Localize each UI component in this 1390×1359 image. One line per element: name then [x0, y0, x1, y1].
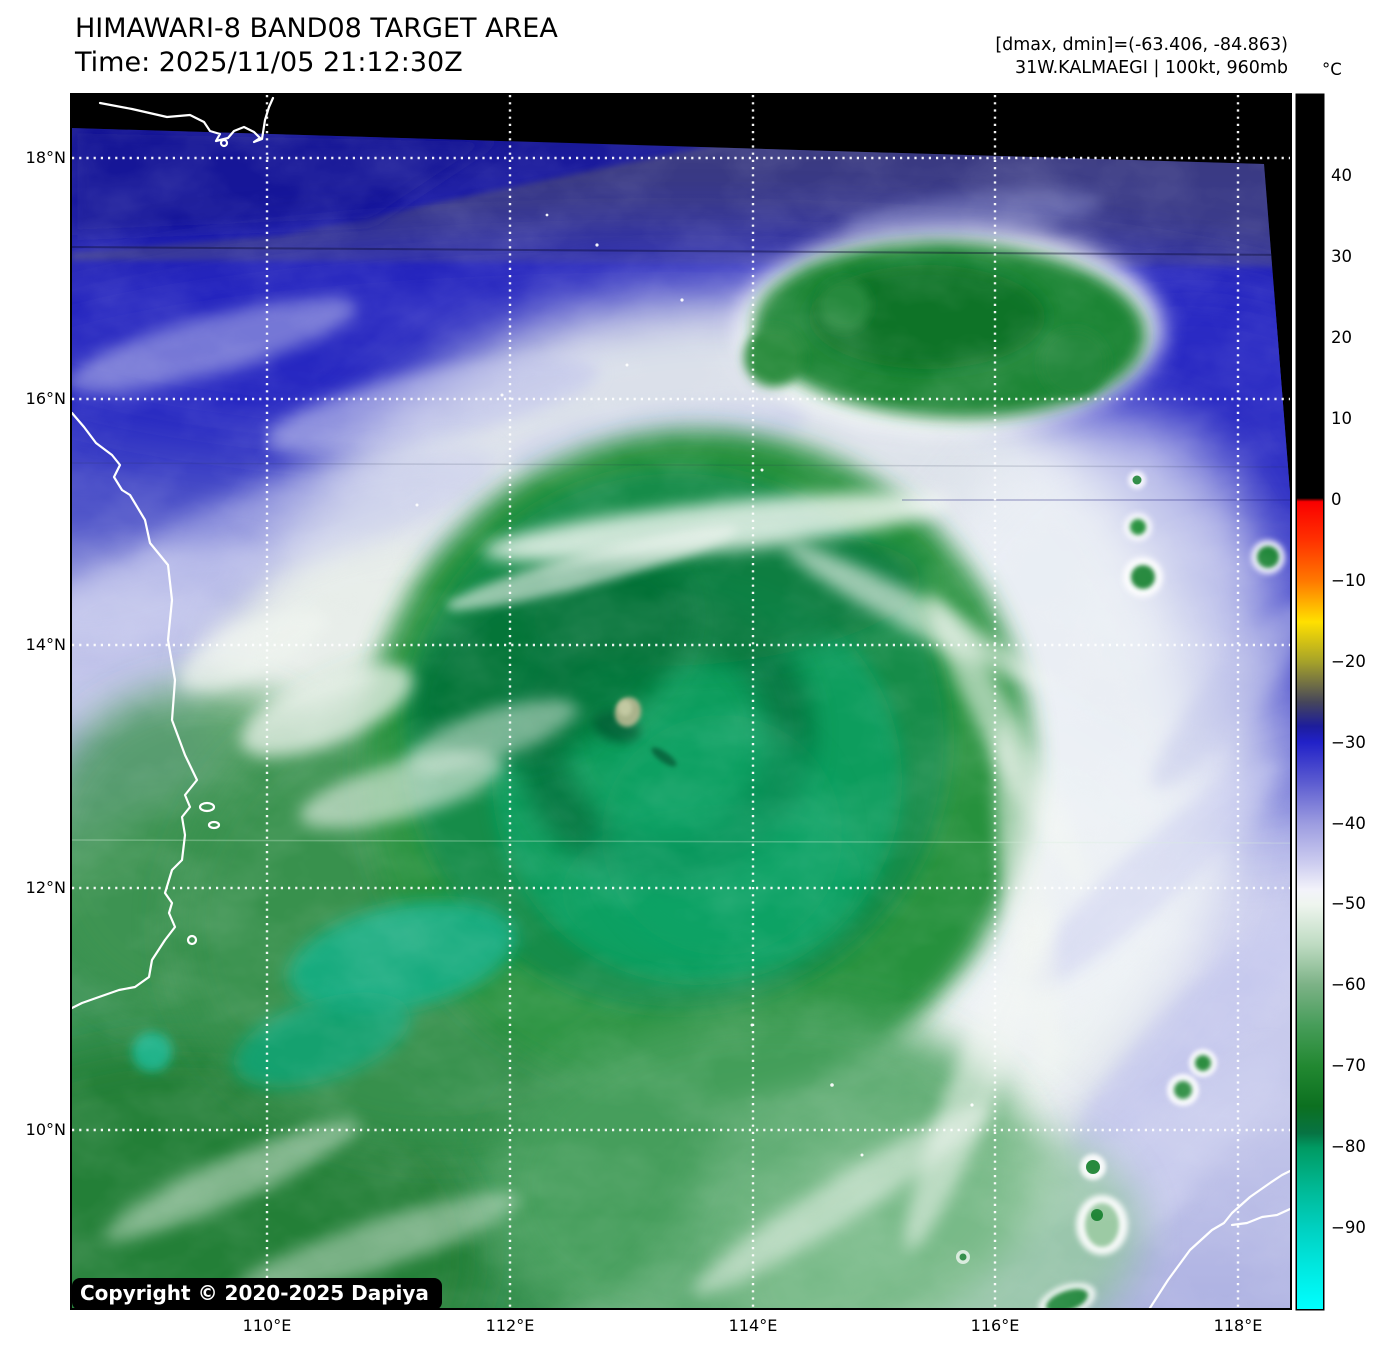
- lon-tick-label: 116°E: [970, 1316, 1020, 1335]
- colorbar-tick: −80: [1331, 1137, 1366, 1156]
- copyright-badge: Copyright © 2020-2025 Dapiya: [72, 1278, 442, 1310]
- lat-tick-label: 16°N: [25, 389, 66, 408]
- dmax-dmin-label: [dmax, dmin]=(-63.406, -84.863): [995, 35, 1288, 55]
- colorbar-tick: −30: [1331, 733, 1366, 752]
- storm-info-label: 31W.KALMAEGI | 100kt, 960mb: [1015, 58, 1288, 78]
- colorbar-tick: −70: [1331, 1056, 1366, 1075]
- page-title: HIMAWARI-8 BAND08 TARGET AREA: [75, 13, 558, 44]
- time-label: Time: 2025/11/05 21:12:30Z: [75, 47, 463, 78]
- colorbar-tick: 30: [1331, 247, 1352, 266]
- stats-block: [dmax, dmin]=(-63.406, -84.863) 31W.KALM…: [995, 34, 1288, 80]
- colorbar-tick: 10: [1331, 409, 1352, 428]
- lon-tick-label: 114°E: [728, 1316, 778, 1335]
- colorbar-tick: −50: [1331, 894, 1366, 913]
- coastlines: [72, 96, 1290, 1308]
- satellite-imagery-art: [72, 95, 1290, 1308]
- lat-tick-label: 18°N: [25, 148, 66, 167]
- lon-tick-label: 112°E: [485, 1316, 535, 1335]
- lat-tick-label: 10°N: [25, 1120, 66, 1139]
- lon-tick-label: 110°E: [242, 1316, 292, 1335]
- satellite-map: [72, 95, 1290, 1308]
- colorbar: [1297, 95, 1323, 1309]
- colorbar-tick: −90: [1331, 1218, 1366, 1237]
- colorbar-tick: −60: [1331, 975, 1366, 994]
- colorbar-tick: −40: [1331, 814, 1366, 833]
- colorbar-tick: 20: [1331, 328, 1352, 347]
- scan-seams: [72, 246, 1290, 844]
- colorbar-unit: °C: [1322, 60, 1342, 79]
- lat-tick-label: 12°N: [25, 878, 66, 897]
- colorbar-tick: −20: [1331, 652, 1366, 671]
- data-swath: [72, 128, 1290, 1308]
- title-block: HIMAWARI-8 BAND08 TARGET AREA Time: 2025…: [75, 12, 558, 80]
- colorbar-tick: −10: [1331, 571, 1366, 590]
- colorbar-tick: 0: [1331, 490, 1342, 509]
- lat-tick-label: 14°N: [25, 635, 66, 654]
- colorbar-tick: 40: [1331, 166, 1352, 185]
- lon-tick-label: 118°E: [1213, 1316, 1263, 1335]
- graticule: [72, 95, 1290, 1308]
